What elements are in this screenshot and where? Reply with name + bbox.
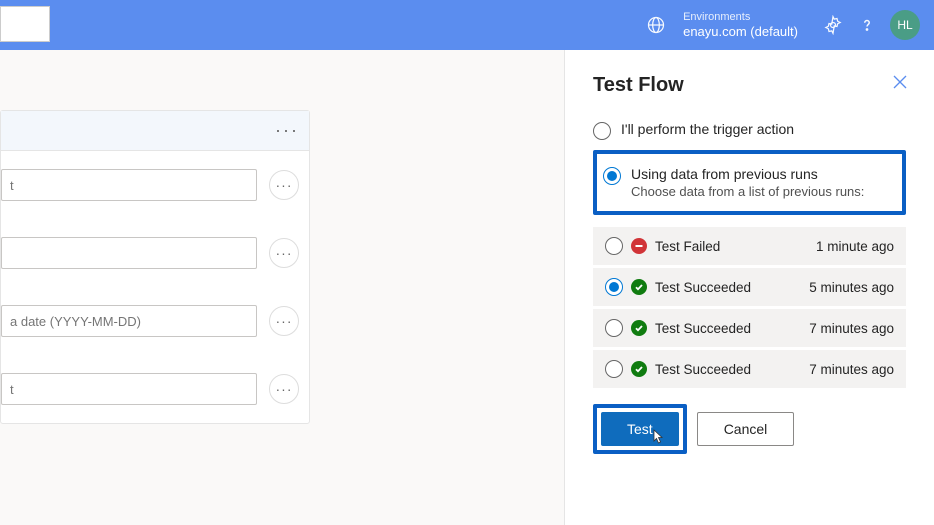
run-item[interactable]: Test Succeeded 7 minutes ago xyxy=(593,309,906,347)
globe-icon xyxy=(645,14,667,36)
option-previous-subtitle: Choose data from a list of previous runs… xyxy=(631,184,864,199)
status-success-icon xyxy=(631,320,647,336)
card-header: ··· xyxy=(1,111,309,151)
panel-title: Test Flow xyxy=(593,74,906,97)
run-radio[interactable] xyxy=(605,319,623,337)
run-radio[interactable] xyxy=(605,360,623,378)
run-label: Test Succeeded xyxy=(655,362,801,377)
card-input-2[interactable] xyxy=(1,237,257,269)
action-card: ··· ··· ··· ··· ··· xyxy=(0,110,310,424)
run-time: 7 minutes ago xyxy=(809,321,894,336)
card-input-3[interactable] xyxy=(1,305,257,337)
close-icon[interactable] xyxy=(892,74,908,95)
card-input-4[interactable] xyxy=(1,373,257,405)
run-radio[interactable] xyxy=(605,237,623,255)
environment-picker[interactable]: Environments enayu.com (default) xyxy=(639,11,798,40)
highlight-test-button: Test xyxy=(593,404,687,454)
radio-icon[interactable] xyxy=(603,167,621,185)
run-item[interactable]: Test Succeeded 7 minutes ago xyxy=(593,350,906,388)
help-icon[interactable] xyxy=(856,14,878,36)
run-radio[interactable] xyxy=(605,278,623,296)
input-menu-button[interactable]: ··· xyxy=(269,238,299,268)
run-time: 7 minutes ago xyxy=(809,362,894,377)
run-label: Test Failed xyxy=(655,239,808,254)
run-time: 1 minute ago xyxy=(816,239,894,254)
input-menu-button[interactable]: ··· xyxy=(269,306,299,336)
option-manual-trigger[interactable]: I'll perform the trigger action xyxy=(593,115,906,146)
app-header: Environments enayu.com (default) HL xyxy=(0,0,934,50)
run-label: Test Succeeded xyxy=(655,321,801,336)
test-button[interactable]: Test xyxy=(601,412,679,446)
input-menu-button[interactable]: ··· xyxy=(269,170,299,200)
test-flow-panel: Test Flow I'll perform the trigger actio… xyxy=(564,50,934,525)
highlight-previous-runs: Using data from previous runs Choose dat… xyxy=(593,150,906,215)
environment-label: Environments xyxy=(683,11,798,24)
run-item[interactable]: Test Succeeded 5 minutes ago xyxy=(593,268,906,306)
status-success-icon xyxy=(631,361,647,377)
status-success-icon xyxy=(631,279,647,295)
flow-editor-area: ··· ··· ··· ··· ··· xyxy=(0,50,564,525)
cursor-pointer-icon xyxy=(649,429,665,450)
option-previous-runs[interactable]: Using data from previous runs Choose dat… xyxy=(603,160,896,205)
settings-icon[interactable] xyxy=(822,14,844,36)
radio-icon[interactable] xyxy=(593,122,611,140)
input-menu-button[interactable]: ··· xyxy=(269,374,299,404)
card-menu-icon[interactable]: ··· xyxy=(275,120,299,141)
cancel-button[interactable]: Cancel xyxy=(697,412,795,446)
option-manual-label: I'll perform the trigger action xyxy=(621,121,794,137)
run-time: 5 minutes ago xyxy=(809,280,894,295)
title-input-box[interactable] xyxy=(0,6,50,42)
previous-runs-list: Test Failed 1 minute ago Test Succeeded … xyxy=(593,227,906,388)
run-label: Test Succeeded xyxy=(655,280,801,295)
card-input-1[interactable] xyxy=(1,169,257,201)
run-item[interactable]: Test Failed 1 minute ago xyxy=(593,227,906,265)
status-failed-icon xyxy=(631,238,647,254)
user-avatar[interactable]: HL xyxy=(890,10,920,40)
option-previous-label: Using data from previous runs xyxy=(631,166,864,182)
environment-name: enayu.com (default) xyxy=(683,24,798,40)
